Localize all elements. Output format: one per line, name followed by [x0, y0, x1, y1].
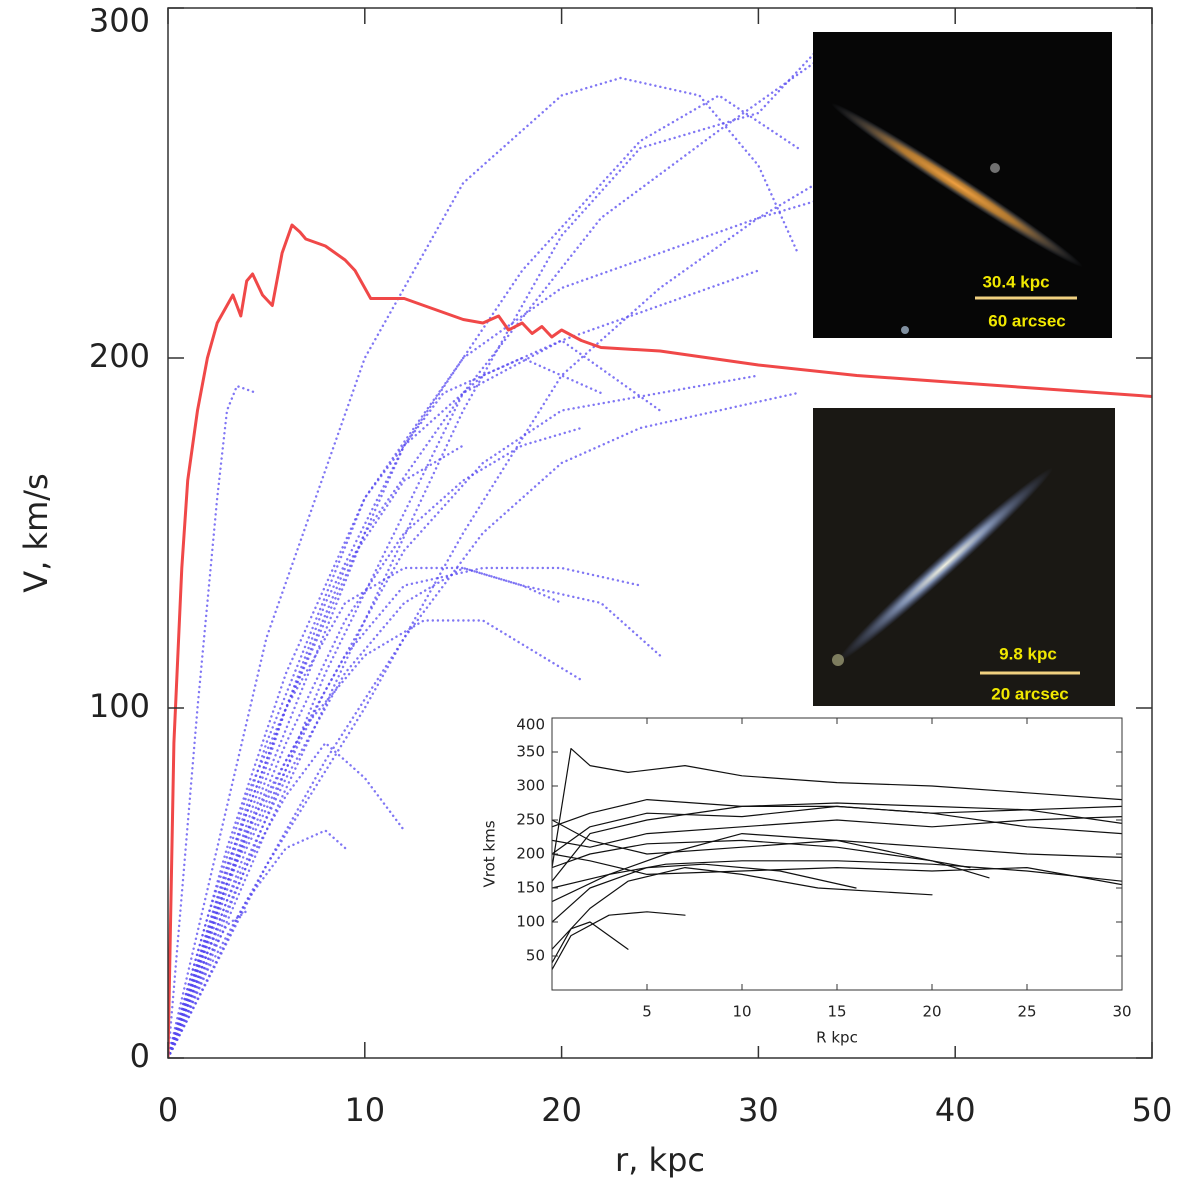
- galaxy: [831, 102, 1083, 268]
- y-tick-label: 300: [89, 1, 150, 39]
- inset-chart: 5 10 15 20 25 30 50 100 150 200 250 300 350 400 R kpc V…: [481, 708, 1132, 1047]
- x-tick-label: 30: [1112, 1003, 1131, 1021]
- x-tick-label: 25: [1017, 1003, 1036, 1021]
- scale-length: 30.4 kpc: [982, 272, 1049, 291]
- dotted-curve: [168, 269, 760, 1058]
- y-axis-label: Vrot kms: [481, 820, 499, 887]
- dotted-curve: [168, 829, 347, 1058]
- x-tick-label: 5: [642, 1003, 652, 1021]
- x-tick-label: 10: [732, 1003, 751, 1021]
- x-tick-label: 10: [344, 1091, 385, 1129]
- curve: [552, 853, 1122, 886]
- dotted-curve: [168, 741, 406, 1058]
- x-tick-label: 20: [541, 1091, 582, 1129]
- scale-angle: 60 arcsec: [988, 311, 1066, 330]
- dotted-curve: [168, 374, 760, 1058]
- curve: [552, 863, 857, 923]
- y-tick-label: 400: [516, 715, 545, 733]
- dotted-curve: [168, 566, 563, 1058]
- dotted-curve: [168, 909, 248, 1058]
- curve: [552, 748, 1122, 869]
- curve: [552, 816, 1122, 848]
- x-tick-label: 15: [827, 1003, 846, 1021]
- dotted-curve: [168, 566, 662, 1058]
- dotted-curve: [168, 339, 662, 1058]
- x-axis-label: R kpc: [816, 1029, 858, 1047]
- x-axis-label: r, kpc: [615, 1141, 705, 1179]
- x-tick-label: 0: [158, 1091, 178, 1129]
- curve: [552, 867, 933, 950]
- y-tick-label: 50: [526, 947, 545, 965]
- star: [832, 654, 844, 666]
- curve: [552, 921, 629, 964]
- curve: [552, 911, 686, 971]
- x-tick-label: 20: [922, 1003, 941, 1021]
- curve: [168, 223, 1152, 1058]
- scale-angle: 20 arcsec: [991, 684, 1069, 703]
- dotted-curve: [168, 384, 258, 1058]
- galaxy: [837, 467, 1053, 663]
- dotted-curve: [168, 444, 465, 1058]
- y-tick-label: 0: [130, 1037, 150, 1075]
- x-tick-label: 40: [935, 1091, 976, 1129]
- curve: [552, 799, 1122, 828]
- scale-length: 9.8 kpc: [999, 644, 1057, 663]
- curve: [552, 805, 1122, 855]
- plot-area: [168, 48, 1152, 1058]
- dotted-curve: [168, 426, 583, 1058]
- plot-area: [552, 748, 1122, 971]
- y-tick-label: 100: [516, 913, 545, 931]
- y-tick-label: 200: [516, 845, 545, 863]
- y-tick-label: 250: [516, 811, 545, 829]
- inset-background: [482, 708, 1124, 1046]
- dotted-curve: [168, 619, 583, 1058]
- curve: [552, 833, 990, 903]
- dotted-curve: [168, 181, 819, 1058]
- curve: [552, 860, 1122, 889]
- galaxy-images: 30.4 kpc 60 arcsec 9.8 kpc 20 arcsec: [813, 32, 1115, 706]
- y-tick-label: 200: [89, 337, 150, 375]
- dotted-curve: [168, 94, 799, 1058]
- y-tick-label: 350: [516, 743, 545, 761]
- dotted-curve: [168, 356, 603, 1058]
- y-tick-label: 100: [89, 687, 150, 725]
- curve: [552, 802, 1122, 882]
- y-axis-label: V, km/s: [17, 473, 55, 592]
- star: [901, 326, 909, 334]
- x-tick-label: 30: [738, 1091, 779, 1129]
- plot-frame: [167, 7, 1153, 1059]
- dotted-curve: [168, 48, 819, 1058]
- star: [990, 163, 1000, 173]
- main-chart: 0 10 20 30 40 50 0 100 200 300 r, kpc V, km/s: [17, 1, 1172, 1179]
- y-tick-label: 150: [516, 879, 545, 897]
- dotted-curve: [168, 76, 799, 1058]
- x-tick-label: 50: [1132, 1091, 1173, 1129]
- dotted-curve: [168, 566, 642, 1058]
- y-tick-label: 300: [516, 777, 545, 795]
